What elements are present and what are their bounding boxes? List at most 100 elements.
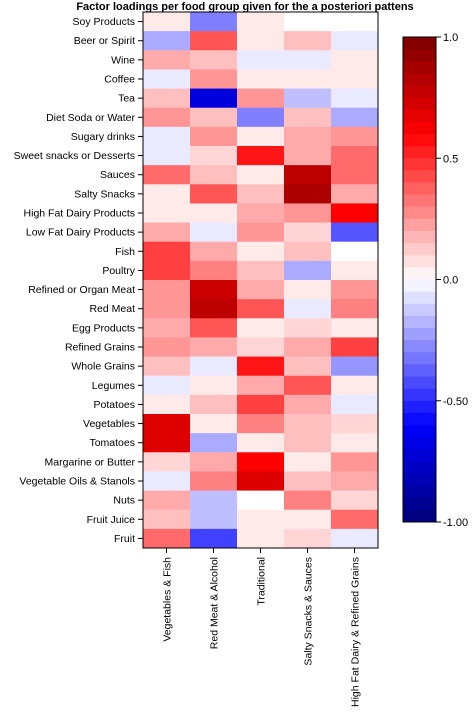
heatmap-cell xyxy=(331,414,379,434)
colorbar-swatch xyxy=(403,49,436,62)
heatmap-cell xyxy=(143,280,191,300)
colorbar-swatch xyxy=(403,497,436,511)
colorbar-swatch xyxy=(403,485,436,499)
row-label: Low Fat Dairy Products xyxy=(26,227,135,239)
row-label: Tomatoes xyxy=(89,437,135,449)
heatmap-cell xyxy=(284,299,332,319)
row-label: Beer or Spirit xyxy=(74,35,135,47)
heatmap-cell xyxy=(143,452,191,472)
heatmap-cell xyxy=(331,241,379,262)
column-label: Red Meat & Alcohol xyxy=(209,557,221,649)
heatmap-cell xyxy=(331,356,379,377)
heatmap-cell xyxy=(143,414,191,434)
colorbar-swatch xyxy=(403,315,436,329)
heatmap-cell xyxy=(190,88,238,109)
heatmap-cell xyxy=(331,452,379,472)
heatmap-cell xyxy=(143,184,191,204)
heatmap-cell xyxy=(284,222,332,243)
row-label: Refined Grains xyxy=(65,342,135,354)
heatmap-cell xyxy=(331,490,379,511)
row-label: Sauces xyxy=(100,169,135,181)
colorbar-swatch xyxy=(403,267,436,280)
heatmap-cell xyxy=(190,471,238,491)
heatmap-cell xyxy=(284,260,332,281)
heatmap-cell xyxy=(143,356,191,377)
heatmap-cell xyxy=(237,31,285,51)
colorbar-swatch xyxy=(403,449,436,462)
row-label: Salty Snacks xyxy=(74,188,135,200)
row-label: Fish xyxy=(115,246,135,258)
heatmap-cell xyxy=(331,12,379,32)
colorbar-swatch xyxy=(403,340,436,353)
row-label: Refined or Organ Meat xyxy=(28,284,135,296)
row-label: Poultry xyxy=(102,265,135,277)
heatmap-cell xyxy=(237,528,285,549)
colorbar-swatch xyxy=(403,109,436,123)
heatmap-cell xyxy=(284,107,332,128)
colorbar-swatch xyxy=(403,328,436,341)
heatmap-cell xyxy=(237,107,285,128)
heatmap-cell xyxy=(331,318,379,338)
row-label: Nuts xyxy=(113,495,135,507)
colorbar-swatch xyxy=(403,412,436,426)
heatmap-cell xyxy=(284,165,332,185)
colorbar-swatch xyxy=(403,461,436,474)
heatmap-cell xyxy=(143,69,191,89)
heatmap-cell xyxy=(190,509,238,530)
heatmap-cell xyxy=(237,165,285,185)
colorbar-swatch xyxy=(403,279,436,293)
heatmap-cell xyxy=(331,165,379,185)
column-label: Salty Snacks & Sauces xyxy=(303,557,315,666)
heatmap-cell xyxy=(284,394,332,415)
heatmap-cell xyxy=(237,50,285,70)
column-label: Traditional xyxy=(256,557,268,606)
heatmap-cell xyxy=(190,528,238,549)
heatmap-cell xyxy=(331,88,379,109)
heatmap-cell xyxy=(237,241,285,262)
colorbar: 1.0 0.5 0.0 -0.50 -1.00 xyxy=(402,32,468,529)
heatmap-cell xyxy=(190,241,238,262)
colorbar-swatch xyxy=(403,400,436,414)
colorbar-swatch xyxy=(403,206,436,220)
heatmap-cell xyxy=(284,337,332,357)
heatmap-cell xyxy=(237,414,285,434)
row-label: Potatoes xyxy=(94,399,135,411)
colorbar-swatch xyxy=(403,352,436,365)
row-label: Coffee xyxy=(104,74,135,86)
row-label: Diet Soda or Water xyxy=(46,112,135,124)
heatmap-cell xyxy=(237,433,285,453)
heatmap-cell xyxy=(190,203,238,223)
heatmap-cell xyxy=(237,299,285,319)
heatmap-cell xyxy=(331,126,379,147)
heatmap-cell xyxy=(237,260,285,281)
heatmap-cell xyxy=(143,337,191,357)
heatmap-cell xyxy=(284,414,332,434)
heatmap-cell xyxy=(331,31,379,51)
heatmap-cell xyxy=(143,433,191,453)
heatmap-cell xyxy=(284,12,332,32)
colorbar-swatch xyxy=(403,231,436,244)
colorbar-swatch xyxy=(403,85,436,99)
colorbar-swatch xyxy=(403,303,436,317)
heatmap-cell xyxy=(331,280,379,300)
heatmap-cell xyxy=(237,318,285,338)
colorbar-tick-label: -0.50 xyxy=(443,396,468,408)
column-label: High Fat Dairy & Refined Grains xyxy=(350,557,362,707)
row-label: Whole Grains xyxy=(71,361,135,373)
heatmap-cell xyxy=(190,337,238,357)
row-label: Vegetable Oils & Stanols xyxy=(19,476,135,488)
colorbar-swatch xyxy=(403,146,436,159)
colorbar-swatch xyxy=(403,437,436,450)
heatmap-cell xyxy=(284,471,332,491)
heatmap-cell xyxy=(331,69,379,89)
row-label: Red Meat xyxy=(89,303,135,315)
colorbar-swatch xyxy=(403,170,436,183)
heatmap-cell xyxy=(331,260,379,281)
row-label: Margarine or Butter xyxy=(45,456,136,468)
heatmap-cell xyxy=(143,394,191,415)
heatmap-cell xyxy=(331,433,379,453)
heatmap-cell xyxy=(143,31,191,51)
heatmap-cell xyxy=(143,88,191,109)
colorbar-swatch xyxy=(403,97,436,111)
heatmap-cell xyxy=(331,337,379,357)
